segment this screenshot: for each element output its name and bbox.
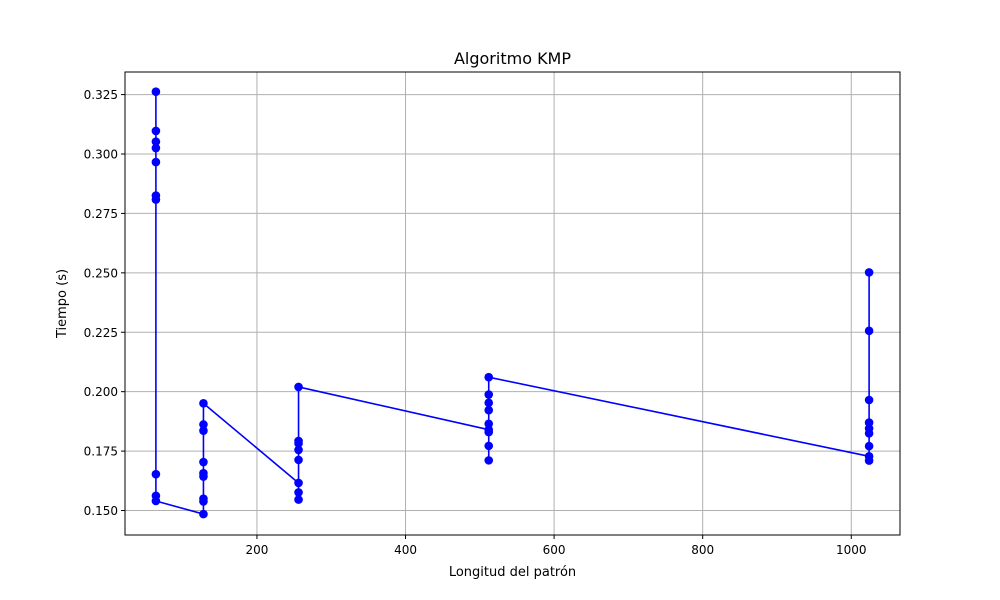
- x-tick-label: 800: [691, 543, 714, 557]
- series-layer: [151, 87, 874, 519]
- data-point: [864, 418, 874, 427]
- data-point: [484, 441, 494, 451]
- data-point: [199, 509, 208, 519]
- data-point: [864, 268, 874, 277]
- data-point: [199, 457, 208, 467]
- data-point: [151, 157, 161, 167]
- data-point: [151, 469, 161, 479]
- x-axis-label: Longitud del patrón: [449, 565, 576, 580]
- x-tick-label: 1000: [836, 543, 867, 557]
- data-point: [199, 468, 208, 478]
- plot-frame: [124, 71, 901, 536]
- data-point: [151, 195, 161, 204]
- chart-title: Algoritmo KMP: [454, 49, 571, 68]
- y-tick-label: 0.200: [84, 385, 118, 399]
- data-point: [199, 399, 208, 408]
- y-tick-label: 0.250: [84, 266, 118, 280]
- y-tick-label: 0.300: [84, 147, 118, 161]
- x-tick-label: 600: [543, 543, 566, 557]
- data-point: [151, 496, 161, 506]
- data-point: [199, 420, 208, 429]
- x-axis-ticks: 200 400 600 800 1000: [245, 535, 867, 557]
- y-axis-ticks: 0.150 0.175 0.200 0.225 0.250 0.275 0.300 0.325: [84, 88, 125, 518]
- data-point: [484, 427, 494, 437]
- x-tick-label: 400: [394, 543, 417, 557]
- data-point: [484, 419, 494, 429]
- data-point: [294, 445, 303, 455]
- y-axis-label: Tiempo (s): [55, 269, 70, 339]
- data-point: [294, 455, 303, 465]
- data-point: [151, 137, 161, 146]
- y-tick-label: 0.325: [84, 88, 118, 102]
- data-point: [294, 495, 303, 504]
- data-point: [864, 395, 874, 405]
- plot-background: [125, 72, 900, 535]
- data-point: [864, 456, 874, 465]
- data-point: [151, 126, 161, 136]
- y-tick-label: 0.225: [84, 326, 118, 340]
- data-point: [864, 326, 874, 336]
- data-point: [199, 494, 208, 503]
- data-point: [294, 382, 303, 392]
- data-point: [199, 426, 208, 435]
- data-point: [864, 441, 874, 451]
- data-point: [151, 87, 161, 97]
- data-point: [294, 478, 303, 488]
- x-tick-label: 200: [245, 543, 268, 557]
- grid: [125, 72, 900, 535]
- data-point: [484, 390, 494, 399]
- data-point: [484, 398, 494, 408]
- data-point: [294, 488, 303, 497]
- data-point: [294, 436, 303, 446]
- data-point: [484, 372, 494, 382]
- data-point: [864, 424, 874, 433]
- y-tick-label: 0.175: [84, 445, 118, 459]
- y-tick-label: 0.150: [84, 504, 118, 518]
- data-point: [484, 456, 494, 465]
- y-tick-label: 0.275: [84, 207, 118, 221]
- data-point: [151, 143, 161, 153]
- data-point: [484, 405, 494, 415]
